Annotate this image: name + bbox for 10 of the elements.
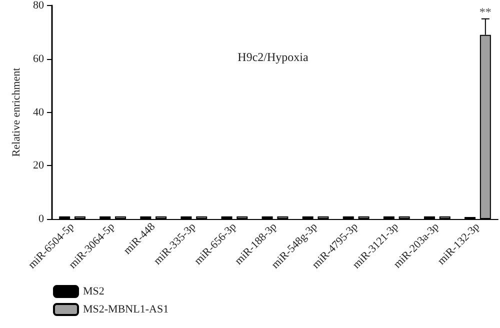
y-tick-label: 80 xyxy=(33,0,44,12)
legend-label: MS2-MBNL1-AS1 xyxy=(83,304,169,316)
y-tick-label: 60 xyxy=(33,52,44,65)
y-tick-label: 40 xyxy=(33,106,44,118)
legend-label: MS2 xyxy=(83,286,104,298)
annotation: ** xyxy=(479,4,492,19)
y-axis-title: Relative enrichment xyxy=(10,68,22,157)
y-tick-label: 0 xyxy=(38,213,44,225)
text: H9c2/Hypoxia xyxy=(238,50,309,64)
y-tick-label: 20 xyxy=(33,160,44,172)
